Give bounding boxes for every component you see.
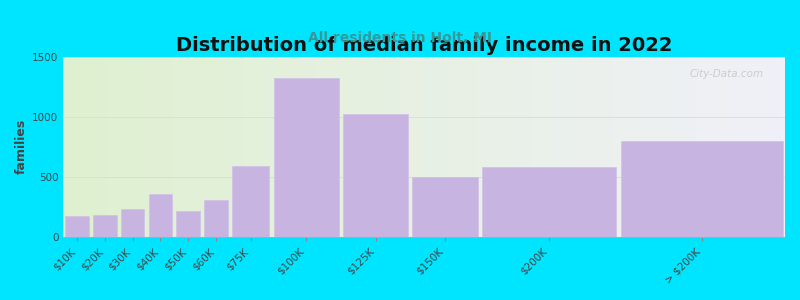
Bar	[232, 166, 270, 237]
Bar	[482, 167, 616, 237]
Bar	[149, 194, 172, 237]
Text: City-Data.com: City-Data.com	[690, 69, 763, 79]
Bar	[412, 177, 478, 237]
Bar	[274, 78, 338, 237]
Bar	[93, 215, 117, 237]
Bar	[621, 141, 783, 237]
Bar	[66, 216, 89, 237]
Y-axis label: families: families	[15, 119, 28, 174]
Text: All residents in Holt, MI: All residents in Holt, MI	[308, 32, 492, 46]
Bar	[343, 114, 408, 237]
Bar	[121, 209, 145, 237]
Bar	[204, 200, 228, 237]
Bar	[176, 211, 200, 237]
Title: Distribution of median family income in 2022: Distribution of median family income in …	[176, 36, 672, 55]
